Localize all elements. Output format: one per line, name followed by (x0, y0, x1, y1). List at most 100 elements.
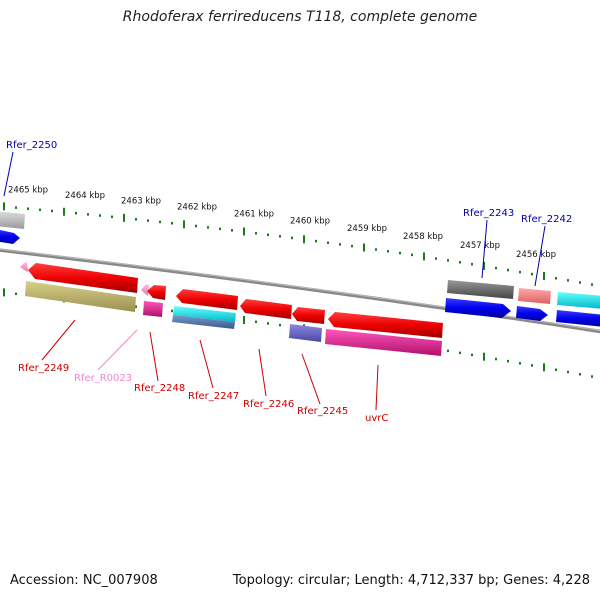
tick-label-group: 2465 kbp 2464 kbp 2463 kbp 2462 kbp 2461 kbp… (8, 186, 556, 260)
tick-minor (171, 221, 173, 225)
tick-minor (171, 309, 173, 313)
leader-rfer-2248 (149, 331, 159, 382)
tick-minor (339, 243, 341, 246)
tick-major (243, 315, 245, 324)
tick-minor (471, 262, 473, 266)
tick-label: 2456 kbp (516, 250, 556, 260)
tick-minor (435, 257, 437, 260)
gene-label-uvrc[interactable]: uvrC (365, 413, 388, 424)
gene-pink-small-arrow (20, 262, 28, 272)
gene-rfer-2243-arrow (445, 298, 511, 318)
accession-text: Accession: NC_007908 (10, 573, 158, 588)
tick-minor (75, 211, 77, 215)
tick-minor (39, 208, 41, 212)
gene-label-rfer-2249[interactable]: Rfer_2249 (18, 363, 69, 374)
tick-minor (375, 248, 377, 251)
tick-minor (219, 227, 221, 231)
tick-minor (51, 209, 53, 213)
tick-minor (555, 368, 557, 372)
gene-rfer-2243-cog-box (447, 280, 514, 299)
gene-labels: Rfer_2250 Rfer_2243 Rfer_2242 Rfer_2249 … (6, 140, 572, 424)
gene-rfer-2250-arrow (0, 230, 20, 244)
tick-minor (579, 281, 581, 284)
genome-backbone (0, 248, 600, 334)
leader-rfer-2249 (41, 319, 76, 361)
gene-rfer-2247-cog-box (172, 306, 236, 329)
tick-minor (147, 219, 149, 222)
tick-minor (351, 244, 353, 248)
gene-label-rfer-2242[interactable]: Rfer_2242 (521, 214, 572, 225)
gene-rfer-2249-arrow (28, 263, 138, 293)
gene-uvrc-cog-box (325, 329, 442, 356)
tick-minor (471, 353, 473, 357)
gene-rfer-2248-cog-box (143, 301, 163, 317)
gene-label-rfer-2245[interactable]: Rfer_2245 (297, 406, 348, 417)
leader-rfer-r0023 (97, 329, 138, 371)
tick-minor (399, 251, 401, 255)
gene-label-rfer-2247[interactable]: Rfer_2247 (188, 391, 239, 402)
gene-rfer-2250-cog-box (0, 211, 25, 229)
tick-minor (327, 241, 329, 244)
tick-minor (567, 370, 569, 374)
tick-minor (459, 261, 461, 264)
tick-label: 2457 kbp (460, 241, 500, 251)
leader-rfer-2245 (301, 353, 321, 405)
tick-minor (507, 268, 509, 272)
tick-minor (447, 349, 449, 353)
tick-minor (495, 266, 497, 270)
gene-rfer-2245-arrow (292, 307, 325, 324)
tick-minor (255, 320, 257, 324)
tick-major (303, 235, 305, 244)
tick-major (63, 207, 65, 216)
tick-minor (159, 220, 161, 224)
leader-lines (3, 151, 546, 411)
tick-minor (99, 214, 101, 217)
gene-label-rfer-2248[interactable]: Rfer_2248 (134, 383, 185, 394)
tick-minor (267, 233, 269, 237)
tick-minor (519, 270, 521, 274)
tick-minor (231, 229, 233, 232)
tick-minor (135, 305, 137, 308)
tick-major (423, 252, 425, 261)
tick-label: 2461 kbp (234, 209, 274, 219)
tick-major (3, 288, 5, 297)
tick-major (183, 220, 185, 229)
genome-summary-text: Topology: circular; Length: 4,712,337 bp… (232, 573, 590, 588)
tick-minor (15, 292, 17, 296)
tick-minor (411, 253, 413, 257)
gene-uvrc-arrow (328, 312, 443, 338)
gene-label-rfer-r0023[interactable]: Rfer_R0023 (74, 373, 132, 384)
gene-next-cog-box (557, 292, 600, 309)
tick-minor (315, 239, 317, 243)
gene-next-arrow (556, 310, 600, 327)
tick-minor (15, 206, 17, 209)
gene-label-rfer-2250[interactable]: Rfer_2250 (6, 140, 57, 151)
tick-major (3, 202, 5, 211)
tick-minor (591, 375, 593, 378)
gene-label-rfer-2246[interactable]: Rfer_2246 (243, 399, 294, 410)
leader-rfer-2243 (481, 219, 488, 279)
tick-minor (279, 235, 281, 238)
gene-rfer-2242-arrow (516, 306, 548, 321)
tick-minor (495, 357, 497, 361)
tick-minor (507, 359, 509, 363)
gene-rfer-2249-cog-box (25, 281, 136, 312)
tick-minor (579, 373, 581, 376)
tick-major (363, 243, 365, 252)
tick-major (483, 261, 485, 270)
tick-minor (87, 213, 89, 216)
gene-rfer-2245-cog-box (289, 324, 322, 342)
tick-minor (255, 232, 257, 235)
tick-track-outer (3, 202, 593, 286)
tick-minor (555, 276, 557, 280)
gene-label-rfer-2243[interactable]: Rfer_2243 (463, 208, 514, 219)
gene-rfer-r0023-arrow (141, 284, 149, 296)
tick-minor (135, 218, 137, 221)
tick-minor (459, 351, 461, 355)
tick-major (243, 227, 245, 236)
tick-label: 2462 kbp (177, 203, 217, 213)
tick-label: 2458 kbp (403, 232, 443, 242)
tick-label: 2463 kbp (121, 196, 161, 206)
